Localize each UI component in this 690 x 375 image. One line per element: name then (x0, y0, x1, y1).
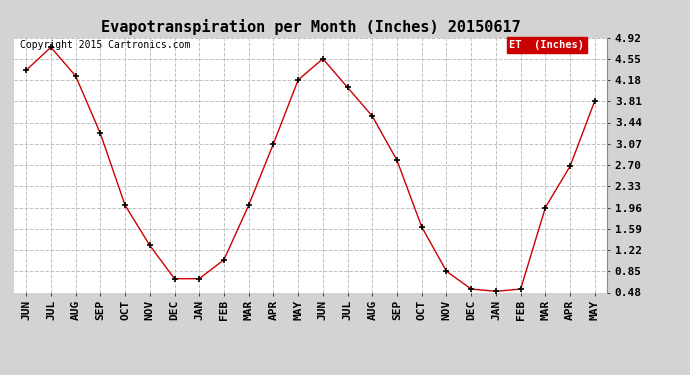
Text: Copyright 2015 Cartronics.com: Copyright 2015 Cartronics.com (20, 40, 190, 50)
Text: ET  (Inches): ET (Inches) (509, 40, 584, 50)
Title: Evapotranspiration per Month (Inches) 20150617: Evapotranspiration per Month (Inches) 20… (101, 19, 520, 35)
